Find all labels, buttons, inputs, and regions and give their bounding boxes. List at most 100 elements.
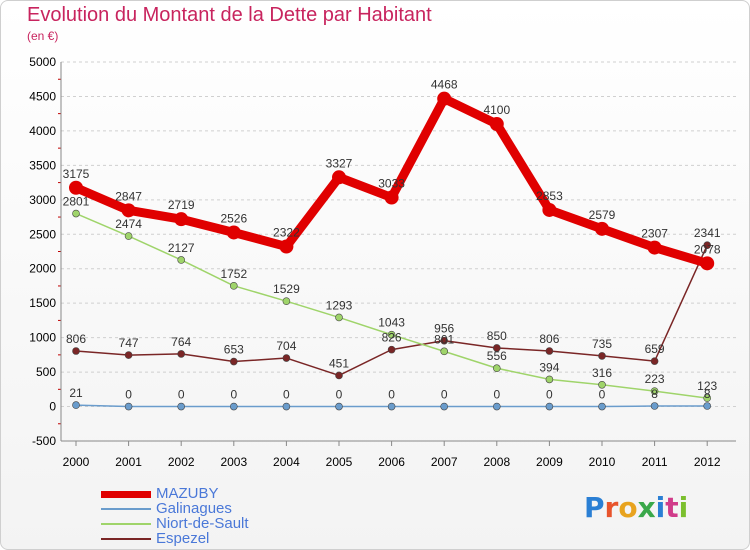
y-tick-label: 4500 xyxy=(29,89,56,103)
data-point xyxy=(72,209,80,218)
data-point xyxy=(177,256,185,264)
data-point xyxy=(440,347,449,356)
data-label: 2719 xyxy=(168,198,195,212)
data-point xyxy=(335,371,343,380)
data-point xyxy=(598,380,606,389)
data-label: 826 xyxy=(382,331,402,345)
y-tick-label: -500 xyxy=(32,434,56,448)
data-point xyxy=(282,354,291,362)
y-tick-label: 3500 xyxy=(29,158,56,172)
data-label: 123 xyxy=(697,379,717,393)
data-label: 0 xyxy=(388,388,395,402)
data-label: 2474 xyxy=(115,217,142,231)
data-point xyxy=(282,402,291,411)
legend-label-espezel: Espezel xyxy=(156,530,210,547)
data-point xyxy=(177,350,185,358)
data-label: 2853 xyxy=(536,189,563,203)
data-label: 2526 xyxy=(220,211,247,225)
data-label: 2078 xyxy=(694,242,721,256)
data-point xyxy=(72,401,80,409)
data-point xyxy=(177,402,185,411)
y-tick-label: 2500 xyxy=(29,227,56,241)
x-tick-label: 2004 xyxy=(273,455,300,469)
data-point xyxy=(598,352,606,360)
data-label: 1293 xyxy=(326,298,353,312)
data-point xyxy=(703,402,712,410)
data-point xyxy=(335,402,343,411)
data-point xyxy=(230,357,238,366)
data-label: 0 xyxy=(178,388,185,402)
data-label: 1752 xyxy=(220,267,247,281)
data-point xyxy=(650,387,659,395)
data-point xyxy=(72,347,80,355)
data-label: 2801 xyxy=(63,195,90,209)
data-label: 8 xyxy=(651,387,658,401)
data-label: 4468 xyxy=(431,78,458,92)
data-point xyxy=(650,357,659,365)
data-point xyxy=(437,91,452,106)
proxiti-logo: Proxiti xyxy=(584,491,689,524)
data-point xyxy=(124,351,133,359)
legend-swatch-galinagues xyxy=(101,508,151,510)
data-label: 2847 xyxy=(115,189,142,203)
data-point xyxy=(492,402,501,411)
x-tick-label: 2012 xyxy=(694,455,721,469)
legend-swatch-espezel xyxy=(101,538,151,540)
data-point xyxy=(332,170,346,185)
data-label: 556 xyxy=(487,349,507,363)
data-point xyxy=(226,225,241,240)
legend-swatch-mazuby xyxy=(101,491,151,498)
data-label: 1529 xyxy=(273,282,300,296)
y-tick-label: 4000 xyxy=(29,124,56,138)
data-point xyxy=(595,221,609,236)
data-point xyxy=(230,402,238,411)
legend-label-mazuby: MAZUBY xyxy=(156,485,219,502)
x-tick-label: 2007 xyxy=(431,455,458,469)
data-label: 806 xyxy=(66,332,86,346)
data-label: 764 xyxy=(171,335,191,349)
data-point xyxy=(700,256,715,271)
data-label: 735 xyxy=(592,337,612,351)
data-point xyxy=(124,232,133,240)
data-label: 0 xyxy=(441,388,448,402)
legend-label-niort-de-sault: Niort-de-Sault xyxy=(156,515,249,532)
data-point xyxy=(387,330,396,339)
data-point xyxy=(69,180,83,195)
y-tick-label: 0 xyxy=(49,400,56,414)
legend-swatch-niort-de-sault xyxy=(101,523,151,525)
data-point xyxy=(703,241,712,250)
data-label: 0 xyxy=(230,388,237,402)
data-label: 0 xyxy=(493,388,500,402)
x-tick-label: 2010 xyxy=(589,455,616,469)
data-point xyxy=(387,345,396,354)
y-tick-label: 5000 xyxy=(29,55,56,69)
data-label: 747 xyxy=(119,336,139,350)
data-label: 8 xyxy=(704,387,711,401)
data-label: 0 xyxy=(599,388,606,402)
y-tick-label: 1500 xyxy=(29,296,56,310)
chart-title: Evolution du Montant de la Dette par Hab… xyxy=(27,4,432,26)
data-point xyxy=(545,347,554,355)
data-label: 451 xyxy=(329,356,349,370)
data-label: 394 xyxy=(539,360,559,374)
data-label: 2579 xyxy=(589,208,616,222)
series-line-espezel xyxy=(75,244,708,377)
data-point xyxy=(703,394,712,402)
data-label: 1043 xyxy=(378,316,405,330)
data-point xyxy=(492,364,501,373)
x-tick-label: 2011 xyxy=(642,455,668,469)
x-tick-label: 2005 xyxy=(326,455,353,469)
data-label: 2307 xyxy=(641,227,668,241)
data-label: 3033 xyxy=(378,177,405,191)
data-label: 806 xyxy=(539,332,559,346)
x-tick-label: 2006 xyxy=(378,455,405,469)
data-point xyxy=(650,402,659,410)
data-point xyxy=(335,313,343,322)
chart-subtitle: (en €) xyxy=(27,29,59,43)
data-label: 956 xyxy=(434,322,454,336)
data-point xyxy=(121,203,136,218)
data-label: 316 xyxy=(592,366,612,380)
data-point xyxy=(598,402,606,411)
data-point xyxy=(542,202,557,217)
